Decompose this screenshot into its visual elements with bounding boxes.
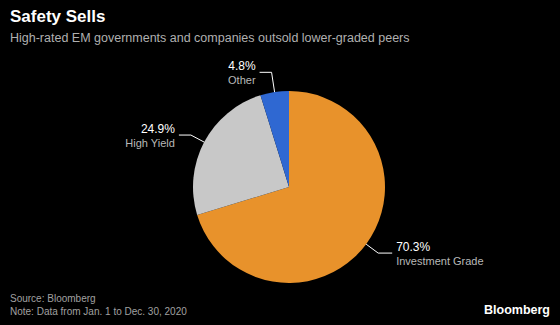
category-label: Investment Grade bbox=[396, 255, 483, 267]
category-label: High Yield bbox=[125, 137, 175, 149]
data-label: 70.3% bbox=[396, 240, 430, 254]
labels: 70.3%Investment Grade 24.9%High Yield 4.8%… bbox=[125, 59, 483, 267]
data-label: 24.9% bbox=[141, 122, 175, 136]
data-label: 4.8% bbox=[228, 59, 256, 73]
title: Safety Sells bbox=[10, 7, 105, 26]
slice bbox=[260, 91, 289, 187]
leader-line bbox=[260, 72, 275, 92]
background bbox=[0, 0, 560, 325]
source: Source: Bloomberg bbox=[10, 293, 96, 304]
pie bbox=[193, 91, 385, 283]
leader-line bbox=[366, 244, 392, 253]
category-label: Other bbox=[228, 74, 256, 86]
leader-line bbox=[179, 135, 204, 142]
note: Note: Data from Jan. 1 to Dec. 30, 2020 bbox=[10, 306, 187, 317]
logo: Bloomberg bbox=[484, 303, 550, 317]
chart: Safety Sells High-rated EM governments an… bbox=[0, 0, 560, 325]
subtitle: High-rated EM governments and companies … bbox=[10, 31, 410, 45]
